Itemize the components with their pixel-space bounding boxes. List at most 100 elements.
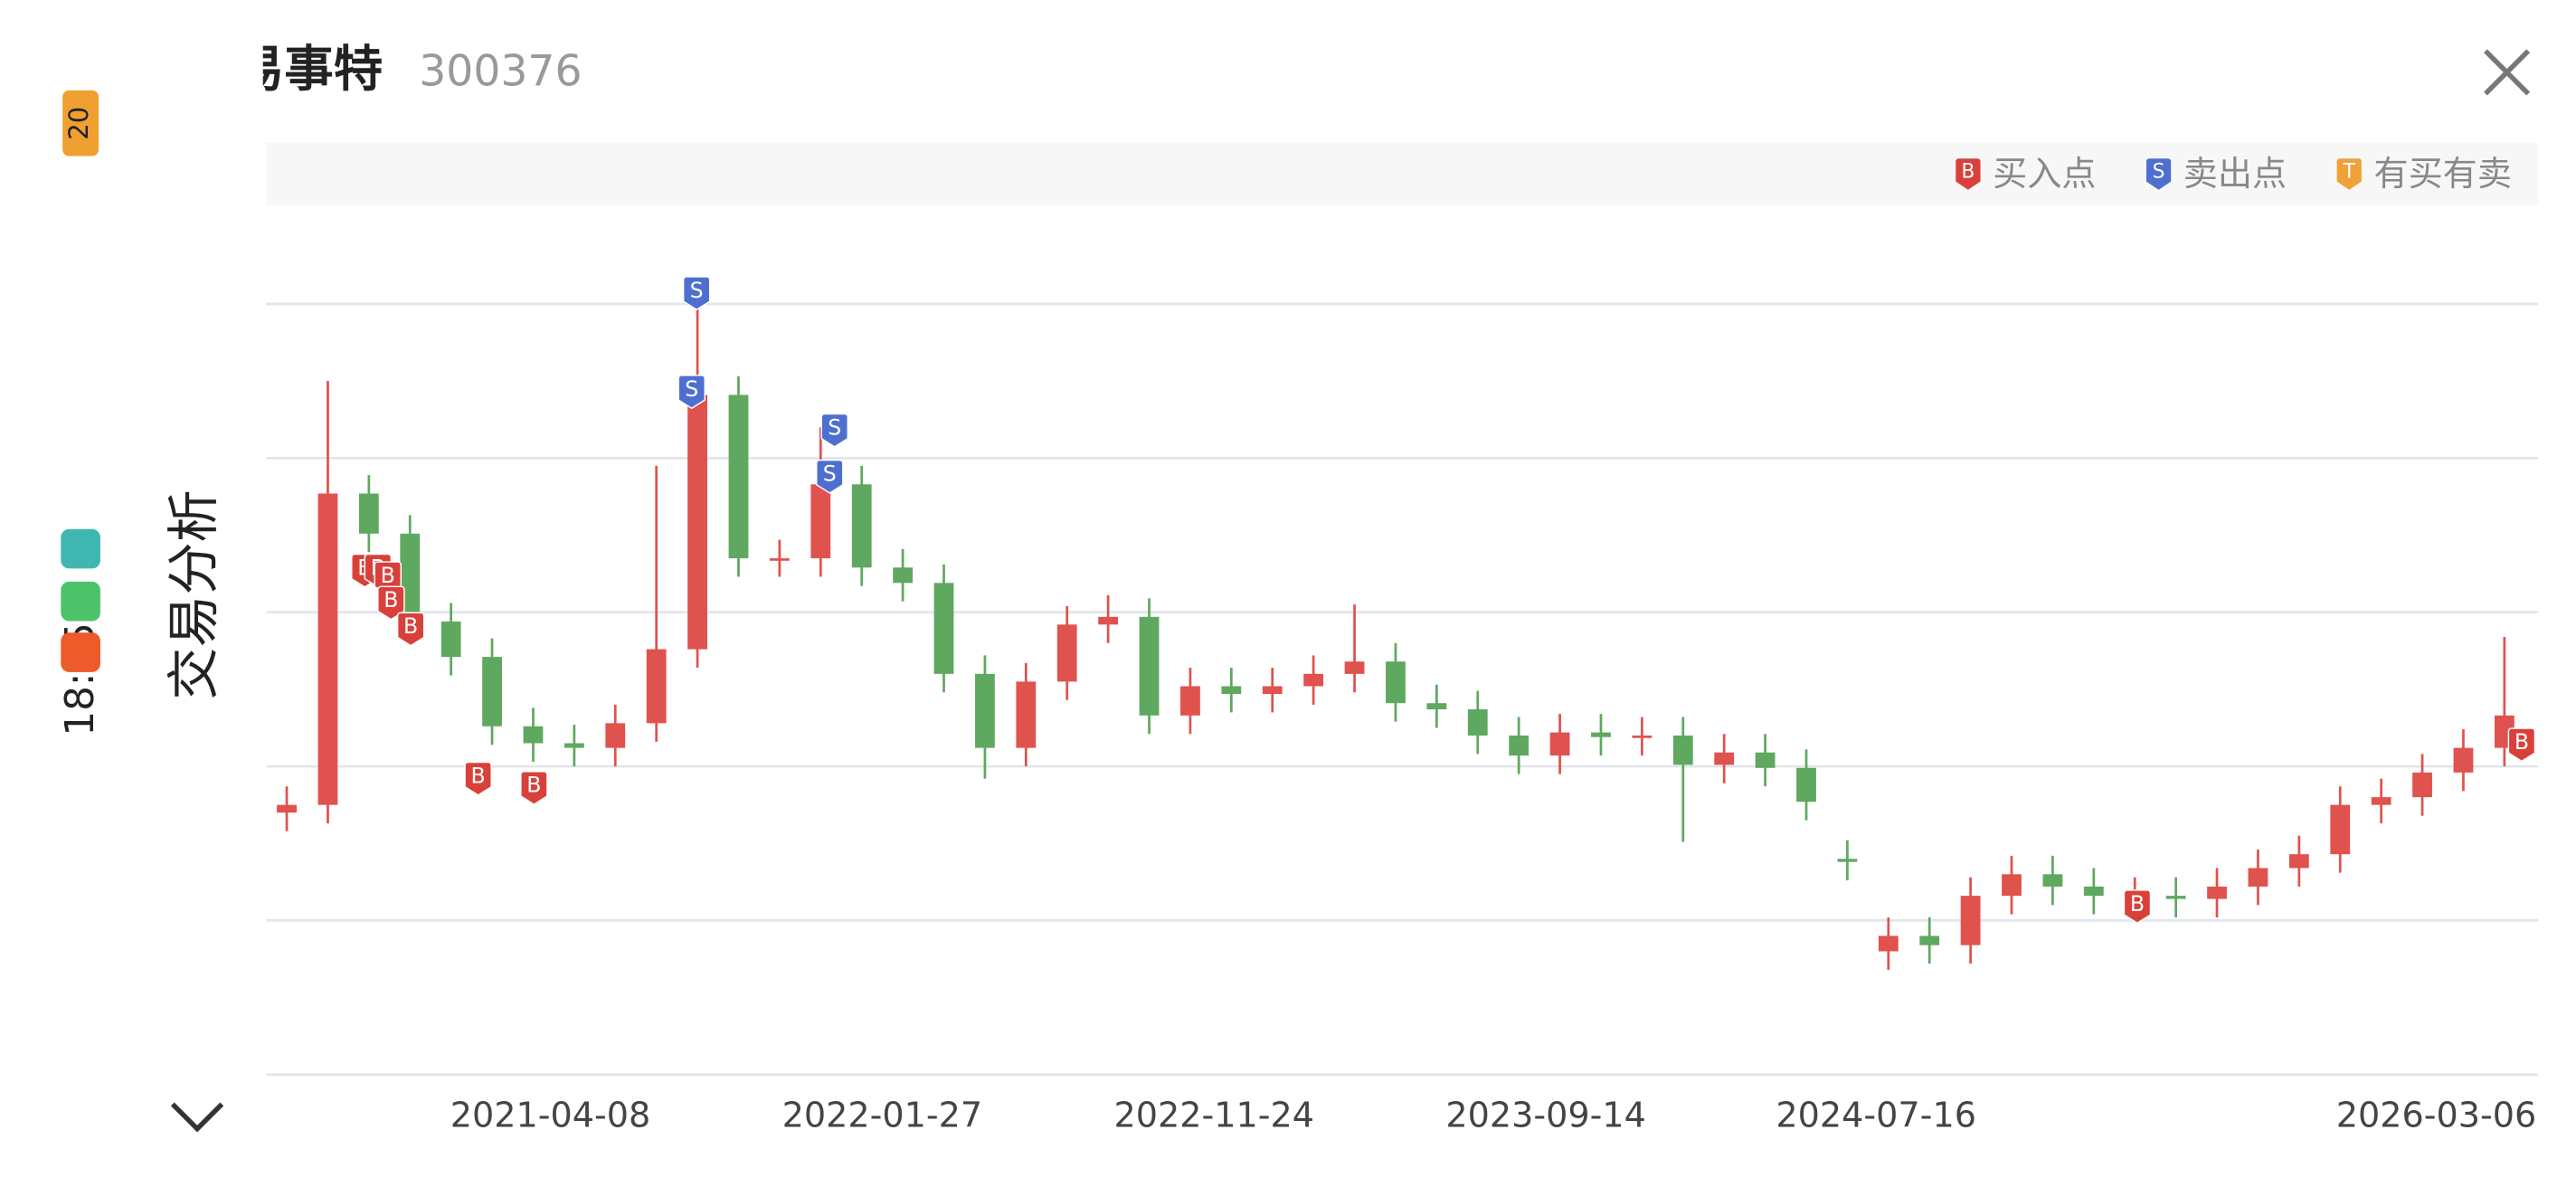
app-icon	[61, 528, 100, 569]
signal-marker	[677, 375, 706, 410]
signal-marker-letter: B	[403, 613, 418, 639]
x-axis: -15 2021-04-08 2022-01-27 2022-11-24 2023-09…	[450, 1095, 2537, 1135]
stock-name: 易事特	[235, 40, 383, 98]
candle-body	[687, 394, 707, 650]
candle-body	[851, 484, 872, 568]
candle-body	[1549, 732, 1570, 756]
candle-body	[1139, 616, 1160, 716]
signal-marker	[816, 459, 844, 494]
candle-body	[2248, 868, 2268, 887]
candle-body	[2165, 896, 2186, 899]
legend-icon	[2145, 158, 2172, 190]
candle-body	[2042, 874, 2063, 887]
legend-icon-letter: T	[2343, 161, 2356, 184]
candle-body	[440, 621, 461, 658]
signal-marker	[682, 276, 711, 311]
candle-body	[482, 657, 502, 726]
candle-body	[975, 673, 995, 748]
signal-marker	[520, 771, 548, 805]
x-tick-label: 2024-07-16	[1776, 1095, 1976, 1135]
legend-label: 买入点	[1993, 154, 2096, 194]
legend-icon	[2336, 158, 2362, 190]
signal-marker-letter: S	[690, 278, 704, 303]
candle-body	[1056, 624, 1077, 682]
signal-marker-letter: B	[2514, 729, 2529, 755]
candle-body	[810, 484, 831, 559]
stock-code: 300376	[419, 47, 582, 97]
signal-marker	[2123, 889, 2152, 925]
candle-body	[1262, 686, 1283, 694]
signal-marker-letter: B	[2130, 891, 2145, 916]
signal-marker-letter: S	[823, 461, 837, 486]
candle-body	[1386, 661, 1406, 704]
candle-body	[277, 804, 297, 813]
candle-body	[400, 533, 421, 622]
candle-body	[1919, 935, 1940, 945]
candle-body	[1632, 735, 1653, 738]
candle-body	[1591, 732, 1611, 737]
signal-marker	[820, 413, 848, 448]
signal-marker-letter: B	[471, 763, 486, 788]
signal-marker	[396, 612, 425, 647]
legend-label: 卖出点	[2183, 154, 2287, 194]
candle-body	[1755, 752, 1776, 768]
close-button[interactable]	[2484, 49, 2531, 96]
battery-level: 20	[63, 107, 94, 140]
app-icon	[61, 581, 100, 622]
x-tick-label: 2023-09-14	[1445, 1095, 1646, 1135]
candle-body	[1672, 735, 1693, 765]
candle-body	[605, 723, 626, 748]
signal-marker	[464, 761, 492, 796]
candle-body	[1878, 935, 1899, 952]
candle-body	[1837, 859, 1858, 862]
candle-body	[358, 493, 379, 534]
signal-marker-letter: S	[685, 376, 698, 402]
side-title: 交易分析	[163, 489, 224, 699]
signal-marker-letter: S	[828, 414, 841, 440]
candle-body	[1303, 673, 1324, 687]
candle-body	[2288, 854, 2309, 869]
collapse-button[interactable]	[170, 1102, 224, 1133]
x-tick-label: 2021-04-08	[450, 1095, 651, 1135]
candle-body	[1426, 703, 1447, 710]
x-tick-label: 2026-03-06	[2336, 1095, 2537, 1135]
candle-body	[2207, 886, 2227, 899]
candle-body	[2330, 804, 2351, 855]
battery-icon	[62, 90, 99, 157]
candle-body	[1221, 686, 1242, 694]
legend-icon-letter: B	[1961, 161, 1975, 184]
candle-body	[1796, 767, 1816, 802]
candle-body	[769, 558, 790, 561]
signal-marker-letter: B	[384, 587, 398, 612]
candle-body	[523, 726, 544, 744]
x-tick-label: 2022-01-27	[782, 1095, 983, 1135]
candle-body	[1714, 752, 1735, 765]
candle-body	[728, 394, 749, 559]
candle-body	[1467, 709, 1488, 736]
candle-body	[2371, 797, 2391, 805]
candle-body	[2453, 747, 2474, 773]
candle-body	[2412, 772, 2432, 798]
signal-marker	[377, 585, 405, 621]
legend-icon-letter: S	[2153, 161, 2165, 184]
candle-body	[1960, 896, 1981, 945]
candle-body	[893, 567, 914, 584]
signal-marker	[2507, 727, 2536, 763]
signal-marker-letter: B	[381, 563, 395, 588]
candle-body	[2002, 874, 2022, 897]
candle-body	[564, 743, 584, 748]
candle-body	[1509, 735, 1530, 756]
candle-body	[317, 493, 338, 805]
candle-body	[1098, 616, 1119, 625]
app-icon	[61, 632, 100, 672]
candle-body	[1180, 686, 1200, 716]
candle-body	[646, 649, 667, 724]
legend-icon	[1956, 158, 1981, 190]
signal-marker-letter: B	[526, 773, 541, 798]
candle-body	[1016, 681, 1037, 748]
x-tick-label: 2022-11-24	[1113, 1095, 1314, 1135]
legend-label: 有买有卖	[2373, 154, 2512, 194]
candle-body	[933, 583, 954, 674]
